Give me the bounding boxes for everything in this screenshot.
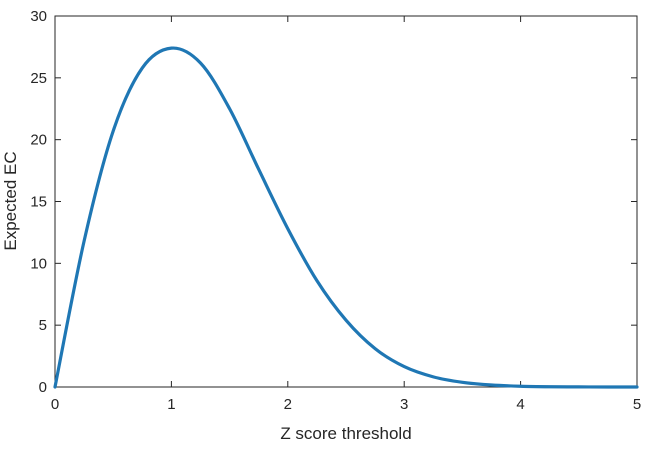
x-tick-label: 1	[167, 396, 175, 413]
y-tick-label: 5	[39, 317, 47, 334]
y-tick-label: 10	[30, 255, 47, 272]
x-tick-label: 0	[51, 396, 59, 413]
x-tick-label: 5	[633, 396, 641, 413]
axis-ticks	[54, 15, 638, 388]
plot-area	[53, 15, 639, 389]
series-layer	[53, 46, 639, 389]
y-tick-label: 0	[39, 379, 47, 396]
y-tick-label: 30	[30, 8, 47, 25]
x-axis-label: Z score threshold	[280, 424, 411, 443]
y-tick-label: 20	[30, 132, 47, 149]
x-tick-label: 4	[516, 396, 524, 413]
y-tick-label: 25	[30, 70, 47, 87]
x-tick-label: 2	[284, 396, 292, 413]
tick-labels: 0 1 2 3 4 5 0 5 10 15 20 25 30	[30, 8, 641, 413]
y-tick-label: 15	[30, 194, 47, 211]
axes-frame	[54, 15, 638, 388]
x-tick-label: 3	[400, 396, 408, 413]
series-line	[53, 46, 639, 389]
y-axis-label: Expected EC	[1, 151, 20, 250]
